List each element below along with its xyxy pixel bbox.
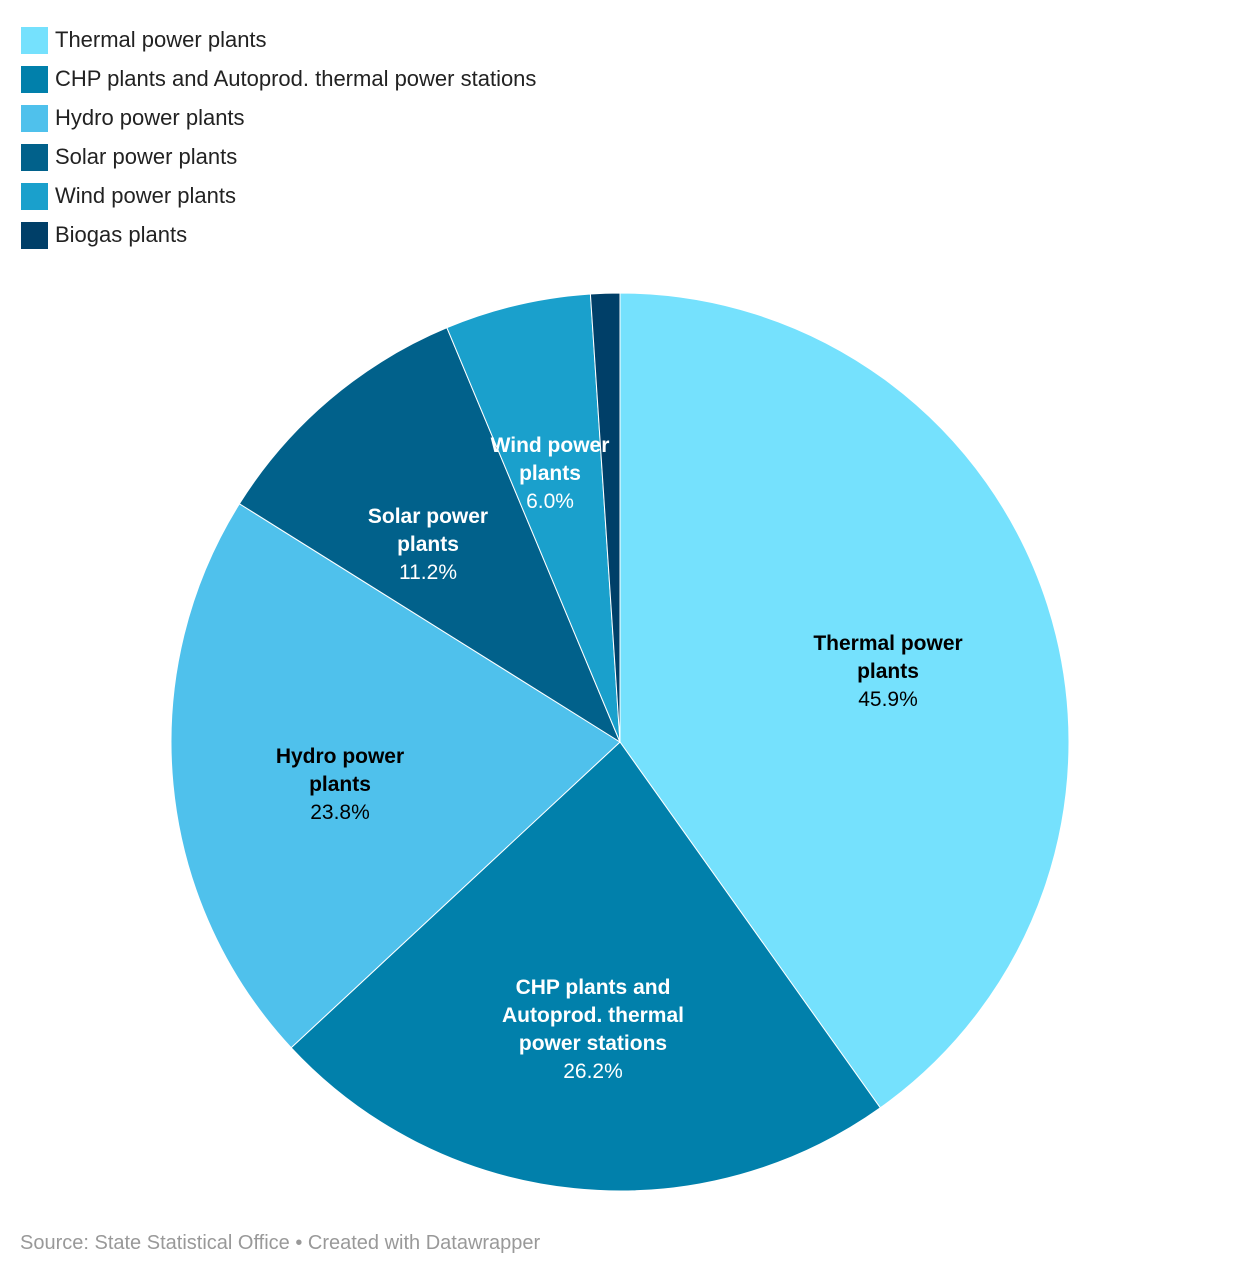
slice-value-label: 23.8% xyxy=(310,801,370,824)
slice-label: plants xyxy=(519,462,581,485)
legend-item: Hydro power plants xyxy=(21,98,536,138)
pie-slice xyxy=(170,503,621,1049)
legend-label: Biogas plants xyxy=(55,222,188,247)
slice-label: plants xyxy=(857,660,919,683)
pie-slice xyxy=(589,292,621,743)
legend-item: Wind power plants xyxy=(21,176,536,216)
legend-label: Thermal power plants xyxy=(55,27,267,52)
legend-item: Biogas plants xyxy=(21,215,536,255)
legend-swatch xyxy=(21,26,48,54)
slice-label: Thermal power xyxy=(813,632,962,655)
legend-label: Wind power plants xyxy=(55,183,236,208)
legend-label: Solar power plants xyxy=(55,144,238,169)
legend-label: Hydro power plants xyxy=(55,105,245,130)
pie-slice xyxy=(238,327,622,744)
pie-slice xyxy=(290,741,882,1192)
slice-label: CHP plants and xyxy=(516,976,671,999)
slice-label: power stations xyxy=(519,1032,667,1055)
legend-item: CHP plants and Autoprod. thermal power s… xyxy=(21,59,536,99)
slice-label: Solar power xyxy=(368,505,488,528)
slice-label: Autoprod. thermal xyxy=(502,1004,684,1027)
slice-value-label: 6.0% xyxy=(526,490,574,513)
legend-swatch xyxy=(21,221,48,249)
slice-value-label: 11.2% xyxy=(399,561,457,584)
legend-swatch xyxy=(21,143,48,171)
legend-item: Solar power plants xyxy=(21,137,536,177)
legend-item: Thermal power plants xyxy=(21,20,536,60)
pie-slice xyxy=(619,292,1070,1109)
legend-swatch xyxy=(21,104,48,132)
legend-swatch xyxy=(21,182,48,210)
slice-label: plants xyxy=(309,773,371,796)
slice-value-label: 26.2% xyxy=(563,1060,623,1083)
legend-label: CHP plants and Autoprod. thermal power s… xyxy=(55,66,537,91)
source-note: Source: State Statistical Office • Creat… xyxy=(20,1232,541,1254)
legend: Thermal power plants CHP plants and Autop… xyxy=(21,21,536,255)
slice-label: Wind power xyxy=(491,434,610,457)
slice-value-label: 45.9% xyxy=(858,688,918,711)
legend-swatch xyxy=(21,65,48,93)
pie-slice xyxy=(446,293,621,743)
slice-label: Hydro power xyxy=(276,745,404,768)
slice-label: plants xyxy=(397,533,459,556)
